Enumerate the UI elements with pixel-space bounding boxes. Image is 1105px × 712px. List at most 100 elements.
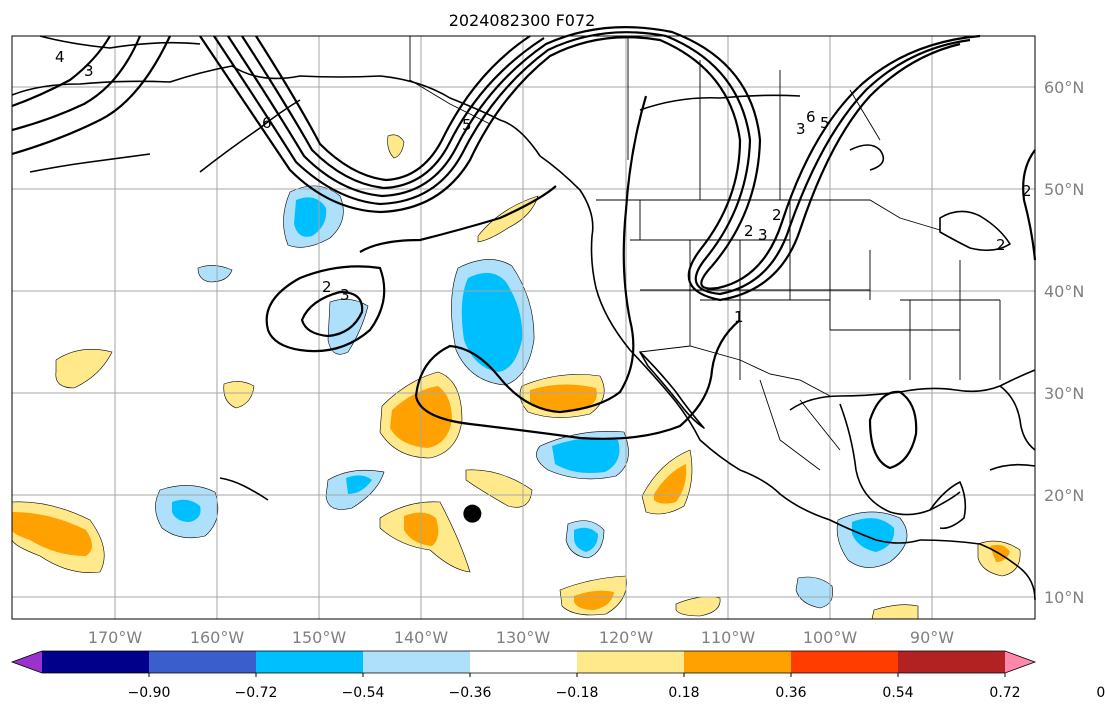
colorbar-segment [791, 651, 899, 673]
negative-anomaly-core [552, 438, 620, 473]
colorbar-tick-label: 0.90 [1096, 685, 1105, 701]
height-contours [11, 26, 1037, 470]
lon-label: 150°W [292, 628, 347, 647]
lon-label: 120°W [599, 628, 654, 647]
contour-label: 6 [262, 114, 272, 132]
colorbar-tick-label: 0.72 [989, 685, 1020, 701]
colorbar-extend-high [1005, 651, 1035, 673]
colorbar-segment [684, 651, 792, 673]
contour-label: 1 [734, 308, 744, 326]
contour-line [265, 265, 386, 353]
us-canada-border [596, 199, 941, 231]
central-america [919, 539, 1036, 601]
contour-label: 3 [758, 226, 768, 244]
lat-label: 50°N [1044, 180, 1084, 199]
contour-line [213, 31, 971, 296]
mexico-states [759, 379, 841, 471]
colorbar-segment [470, 651, 578, 673]
us-mexico-border [639, 345, 831, 397]
map-title: 2024082300 F072 [449, 11, 596, 30]
contour-line [199, 35, 961, 302]
gulf-coast [789, 369, 1036, 411]
positive-anomaly-region [465, 469, 533, 508]
contour-line [359, 185, 557, 253]
colorbar-tick-label: −0.72 [235, 685, 278, 701]
state-borders [630, 200, 1001, 380]
colorbar-segment [256, 651, 364, 673]
cuba [989, 463, 1036, 471]
contour-line [11, 35, 171, 156]
contour-label: 5 [462, 116, 472, 134]
colorbar-segment [149, 651, 257, 673]
hudson-bay-coast [849, 144, 885, 171]
positive-anomaly-core [574, 590, 614, 610]
longitude-labels: 170°W 160°W 150°W 140°W 130°W 120°W 110°… [88, 628, 954, 647]
canada-arctic-coast [639, 94, 801, 111]
contour-line [11, 35, 142, 132]
contour-line [414, 319, 741, 440]
positive-anomaly-region [55, 349, 113, 389]
aleutians [29, 153, 151, 173]
hawaii-islands [219, 477, 269, 501]
contour-line [300, 290, 364, 338]
contour-line [241, 35, 545, 190]
lat-label: 60°N [1044, 78, 1084, 97]
lat-label: 30°N [1044, 384, 1084, 403]
map-panel: 4 3 6 5 2 3 3 2 1 2 3 6 5 2 2 [11, 26, 1037, 620]
negative-anomaly-core [461, 272, 523, 372]
colorbar-segment [42, 651, 150, 673]
negative-anomaly-core [172, 499, 201, 522]
contour-label: 2 [322, 278, 332, 296]
mexico-gulf-coast [839, 403, 961, 516]
contour-line [11, 35, 111, 108]
contour-label: 2 [1022, 182, 1032, 200]
canada-provinces [627, 36, 881, 200]
lon-label: 130°W [496, 628, 551, 647]
political-borders [409, 36, 1001, 471]
positive-anomaly-region [223, 381, 255, 409]
lon-label: 170°W [88, 628, 143, 647]
alaska-coastline [11, 65, 541, 157]
colorbar-segment [577, 651, 685, 673]
graticule [12, 36, 1035, 619]
florida [999, 385, 1036, 451]
contour-label: 5 [820, 114, 830, 132]
contour-line [414, 95, 648, 414]
negative-anomaly-region [327, 298, 369, 355]
colorbar-tick-label: −0.18 [556, 685, 599, 701]
location-marker [463, 504, 482, 523]
contour-labels: 4 3 6 5 2 3 3 2 1 2 3 6 5 2 2 [55, 48, 1032, 326]
positive-anomaly-core [530, 384, 597, 411]
negative-anomaly-core [574, 527, 598, 552]
colorbar: −0.90 −0.72 −0.54 −0.36 −0.18 0.18 0.36 0.54 0.7… [10, 650, 1105, 701]
contour-label: 2 [744, 222, 754, 240]
positive-anomaly-core [12, 512, 92, 556]
negative-anomaly-core [346, 475, 372, 494]
negative-anomaly-region [197, 265, 233, 283]
colorbar-segment [363, 651, 471, 673]
alaska-canada-border [409, 36, 491, 125]
latitude-labels: 60°N 50°N 40°N 30°N 20°N 10°N [1044, 78, 1084, 607]
lon-label: 110°W [701, 628, 756, 647]
contour-line [868, 390, 918, 470]
lat-label: 40°N [1044, 282, 1084, 301]
lon-label: 90°W [910, 628, 954, 647]
yucatan [929, 481, 967, 530]
contour-label: 3 [84, 62, 94, 80]
positive-anomaly-region [871, 604, 919, 620]
contour-line [227, 26, 981, 290]
colorbar-outline [10, 650, 1037, 674]
contour-label: 3 [796, 120, 806, 138]
lon-label: 140°W [394, 628, 449, 647]
colorbar-tick-label: −0.90 [128, 685, 171, 701]
colorbar-tick-label: 0.18 [668, 685, 699, 701]
colorbar-tick-label: −0.54 [342, 685, 385, 701]
lat-label: 20°N [1044, 486, 1084, 505]
positive-anomaly-region [387, 134, 405, 159]
lat-label: 10°N [1044, 588, 1084, 607]
lon-label: 100°W [803, 628, 858, 647]
contour-label: 6 [806, 108, 816, 126]
lon-label: 160°W [190, 628, 245, 647]
contour-label: 4 [55, 48, 65, 66]
colorbar-tick-label: 0.54 [882, 685, 913, 701]
